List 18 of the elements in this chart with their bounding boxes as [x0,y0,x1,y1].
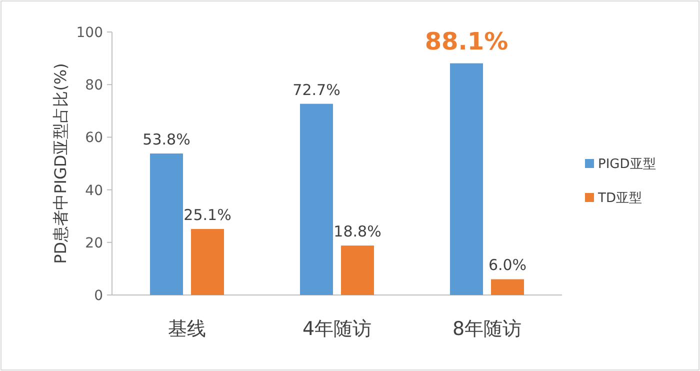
data-label: 88.1% [424,27,508,56]
y-tick-label: 20 [85,235,103,252]
data-label: 25.1% [184,206,232,224]
x-tick-label: 4年随访 [302,318,372,340]
data-label: 72.7% [292,80,340,99]
y-tick-label: 100 [76,25,103,41]
x-tick-label: 8年随访 [452,318,522,340]
x-tick-label: 基线 [168,318,206,340]
data-label: 6.0% [488,256,527,274]
data-label: 18.8% [334,222,382,241]
y-tick-label: 80 [85,78,103,94]
legend-label: PIGD亚型 [598,157,656,172]
y-tick-label: 60 [85,130,103,146]
y-tick-label: 40 [85,182,103,199]
y-tick-label: 0 [94,288,103,304]
legend-label: TD亚型 [597,191,642,206]
data-label: 53.8% [142,130,190,149]
y-axis-title: PD患者中PIGD亚型占比(%) [51,63,70,264]
